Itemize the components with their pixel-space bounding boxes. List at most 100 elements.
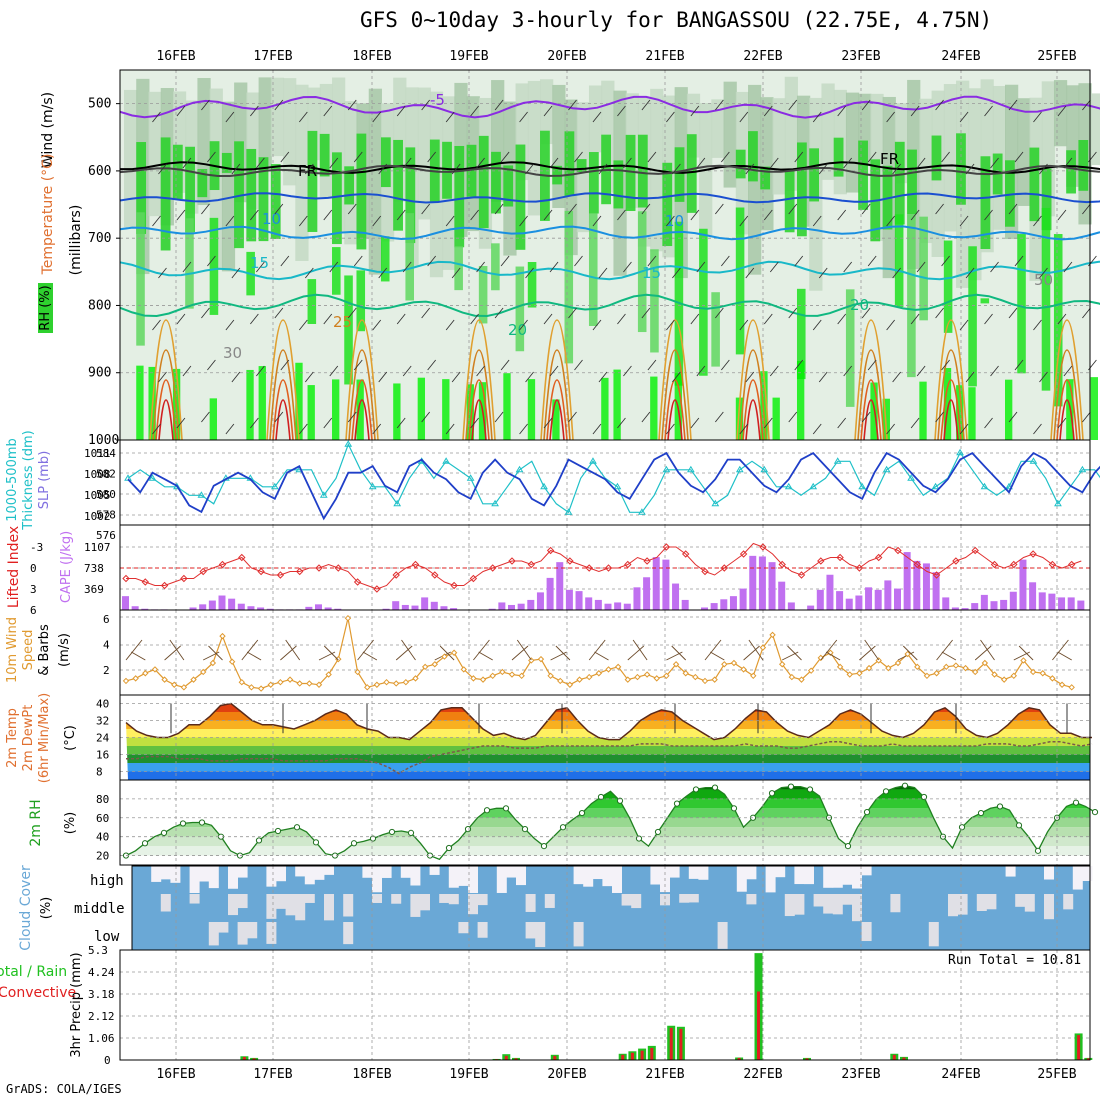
cape-bar (768, 562, 776, 610)
wind-barb (892, 163, 901, 175)
tick-label: 1.06 (88, 1032, 115, 1045)
cape-bar (315, 604, 322, 610)
wind-barb (421, 307, 431, 319)
cape-bar (189, 607, 197, 610)
wind-barb (598, 371, 608, 383)
lifted-index-marker (508, 557, 516, 565)
wind-speed-marker (1068, 684, 1075, 691)
tick-label: 2.12 (88, 1010, 115, 1023)
tick-label: 582 (96, 468, 116, 481)
cloud-cell (516, 866, 526, 886)
rh-cell (796, 361, 805, 440)
axis-label-wind: & Barbs (37, 624, 52, 676)
wind-barb (627, 645, 645, 661)
tick-label: 20 (96, 850, 109, 863)
wind-barb (152, 319, 161, 331)
wind-speed-marker (142, 670, 149, 677)
rh-cell (907, 214, 916, 378)
wind-barb (941, 359, 950, 371)
wind-barb (763, 417, 773, 429)
contour-label: 15 (250, 254, 269, 272)
wind-barb (861, 203, 871, 215)
rh-cell (356, 270, 366, 332)
wind-barb (1014, 151, 1024, 163)
cape-bar (218, 595, 226, 610)
cloud-cell (736, 866, 747, 892)
contour-label: 30 (223, 344, 242, 362)
wind-speed-marker (344, 614, 352, 622)
lifted-index-marker (836, 553, 844, 562)
wind-barb (525, 163, 534, 175)
rh-marker (616, 797, 624, 804)
temp-band (126, 771, 1090, 780)
wind-speed-marker (663, 672, 670, 680)
lifted-index-marker (315, 564, 323, 572)
rh-marker (768, 790, 776, 797)
rh-cell (540, 79, 554, 145)
rh-marker (274, 827, 282, 835)
lifted-index-marker (546, 546, 555, 555)
rh-marker (141, 840, 149, 847)
wind-barb (494, 99, 504, 111)
wind-barb (959, 319, 969, 331)
rh-cell (332, 379, 340, 440)
wind-barb (812, 215, 822, 227)
wind-barb (867, 359, 877, 371)
lifted-index-marker (855, 564, 864, 572)
rh-legend-label: RH (%) (38, 285, 53, 330)
rh-cell (1005, 379, 1013, 440)
lifted-index-marker (566, 557, 574, 565)
wind-barb (519, 111, 528, 123)
cape-bar (546, 577, 554, 610)
wind-barb (916, 157, 926, 169)
wind-barb (818, 371, 828, 383)
wind-barb (256, 365, 265, 377)
wind-barb (745, 163, 755, 175)
wind-barb (1082, 203, 1091, 215)
tick-label: 32 (96, 715, 109, 728)
cape-bar (729, 596, 737, 610)
wind-barb (202, 651, 220, 661)
cloud-cell (535, 922, 546, 948)
wind-speed-marker (885, 664, 892, 672)
cape-bar (836, 591, 844, 610)
tick-label: 700 (88, 231, 111, 246)
wind-barb (1057, 313, 1067, 325)
rh-cell (943, 240, 953, 333)
thickness-marker (956, 448, 964, 456)
thickness-marker (931, 482, 940, 490)
cloud-cell (852, 866, 862, 889)
cape-bar (990, 601, 998, 610)
wind-speed-marker (798, 676, 805, 683)
cape-bar (778, 581, 786, 610)
wind-barb (347, 307, 357, 319)
isotherm-line (119, 95, 1100, 119)
cape-bar (942, 597, 950, 610)
rh-cell (588, 213, 598, 326)
wind-barb (935, 203, 944, 215)
cloud-cell (602, 866, 613, 887)
wind-barb (298, 319, 308, 331)
rh-cell (956, 133, 966, 205)
wind-speed-marker (943, 663, 950, 671)
cape-bar (450, 608, 458, 610)
rh-band (126, 846, 1090, 856)
wind-barb (225, 111, 235, 123)
lifted-index-marker (1010, 560, 1018, 569)
wind-barb (623, 365, 632, 377)
rh-cell (784, 76, 798, 191)
wind-barb (1057, 417, 1067, 429)
wind-barb (769, 365, 779, 377)
precip-convective-bar (640, 1050, 644, 1060)
cloud-cell (372, 866, 382, 893)
wind-barb (647, 151, 657, 163)
cloud-cell (1063, 894, 1074, 910)
wind-barb (720, 151, 730, 163)
cloud-cell (458, 922, 469, 934)
wind-barb (763, 313, 773, 325)
rh-cell (894, 141, 905, 225)
precip-convective-bar (621, 1054, 625, 1060)
temp-band (126, 729, 1090, 738)
wind-barb (897, 651, 915, 661)
isotherm-line (863, 399, 879, 441)
